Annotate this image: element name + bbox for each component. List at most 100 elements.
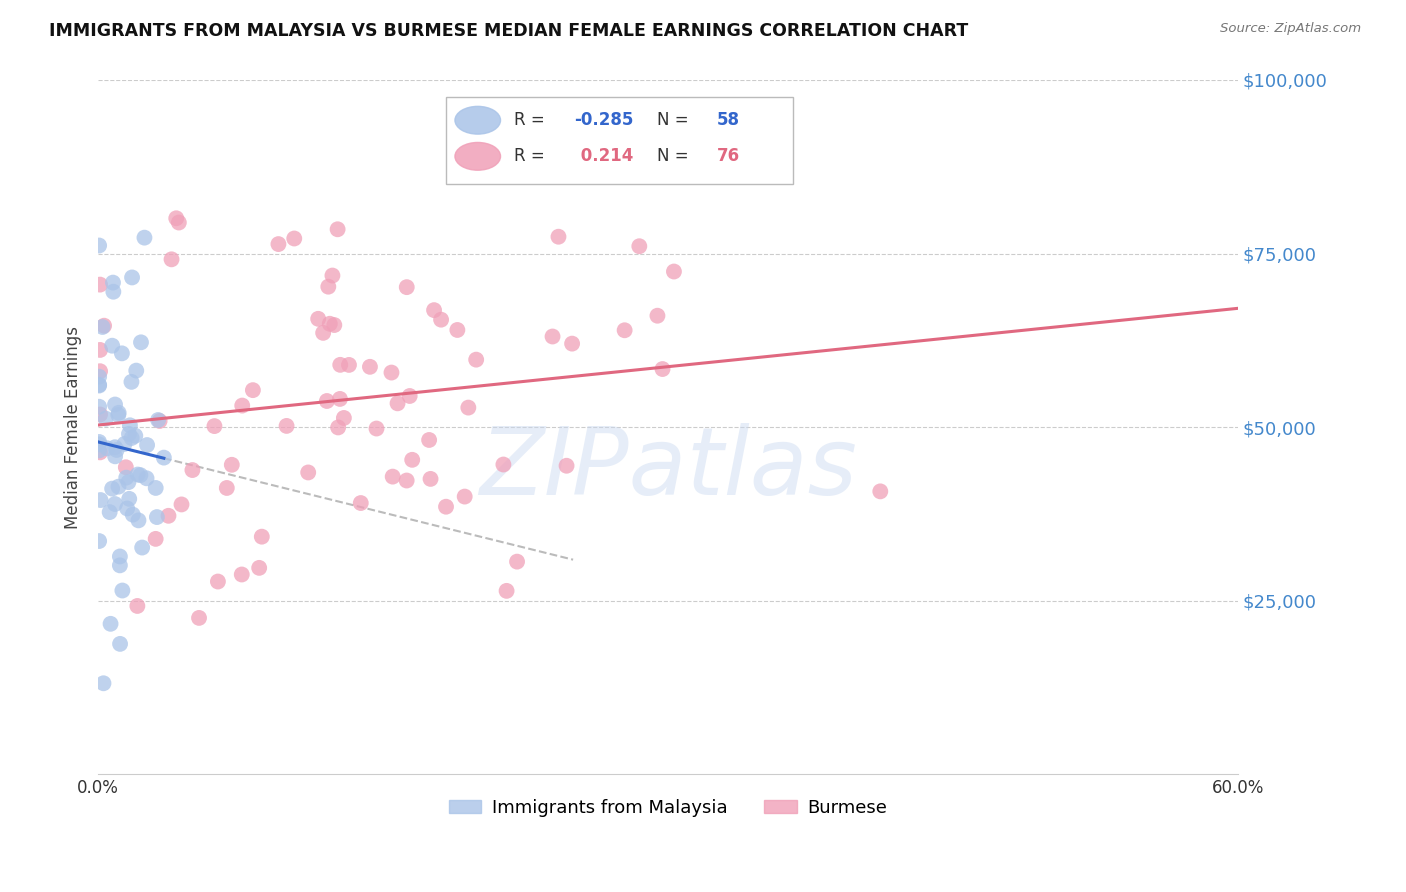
Circle shape (456, 143, 501, 170)
Point (129, 335, 152, 350)
Point (662, 264, 685, 278)
Point (446, 323, 468, 337)
Point (124, 429, 146, 443)
Legend: Immigrants from Malaysia, Burmese: Immigrants from Malaysia, Burmese (441, 792, 894, 824)
Point (418, 433, 440, 447)
Point (107, 480, 129, 494)
Point (250, 530, 273, 544)
Point (283, 231, 305, 245)
Point (869, 484, 891, 499)
Point (89, 277, 111, 292)
Point (267, 237, 290, 252)
Point (380, 366, 402, 380)
Point (170, 498, 193, 512)
Point (297, 466, 319, 480)
Text: IMMIGRANTS FROM MALAYSIA VS BURMESE MEDIAN FEMALE EARNINGS CORRELATION CHART: IMMIGRANTS FROM MALAYSIA VS BURMESE MEDI… (49, 22, 969, 40)
Point (165, 211, 187, 226)
Point (89, 434, 111, 449)
Text: 76: 76 (717, 147, 740, 165)
Point (315, 394, 337, 409)
Point (121, 270, 143, 285)
Point (541, 329, 564, 343)
Point (506, 555, 529, 569)
Point (90, 493, 112, 508)
Point (395, 474, 418, 488)
Point (145, 481, 167, 495)
Point (188, 611, 211, 625)
Point (135, 471, 157, 485)
Point (89, 377, 111, 392)
Point (146, 413, 169, 427)
Point (167, 215, 190, 229)
Point (146, 510, 169, 524)
Circle shape (456, 106, 501, 134)
Point (319, 317, 342, 331)
Point (89, 364, 111, 378)
Text: 0.214: 0.214 (575, 147, 633, 165)
Point (381, 469, 404, 483)
Point (89, 369, 111, 384)
Point (127, 599, 149, 613)
Point (93, 318, 115, 333)
Point (276, 418, 298, 433)
Point (108, 558, 131, 573)
Text: N =: N = (657, 147, 689, 165)
Point (94, 411, 117, 425)
Point (153, 450, 176, 465)
Point (457, 401, 479, 415)
Point (117, 475, 139, 490)
Point (359, 359, 381, 374)
Point (628, 239, 651, 253)
Point (91, 320, 114, 334)
Point (430, 312, 453, 326)
Point (101, 482, 124, 496)
Point (103, 285, 125, 299)
Point (387, 396, 409, 410)
Point (100, 616, 122, 631)
Point (118, 491, 141, 506)
Point (89, 445, 111, 459)
Text: 58: 58 (717, 112, 740, 129)
Point (111, 583, 134, 598)
Point (647, 309, 669, 323)
Point (547, 229, 569, 244)
Point (321, 268, 343, 283)
Point (401, 452, 423, 467)
Point (105, 442, 128, 457)
Point (318, 279, 340, 293)
Point (395, 280, 418, 294)
Point (492, 458, 515, 472)
Point (231, 399, 253, 413)
Point (454, 490, 477, 504)
Point (104, 440, 127, 454)
Point (495, 583, 517, 598)
Point (118, 426, 141, 441)
Point (118, 418, 141, 433)
Point (434, 500, 457, 514)
Point (101, 339, 124, 353)
Point (96, 442, 118, 456)
Point (121, 508, 143, 522)
Point (114, 437, 136, 451)
Point (329, 392, 352, 406)
Point (231, 567, 253, 582)
Point (149, 414, 172, 428)
Point (107, 408, 129, 422)
Point (134, 230, 156, 244)
Point (98, 505, 121, 519)
Point (366, 421, 388, 435)
Point (307, 311, 329, 326)
Text: R =: R = (515, 112, 546, 129)
Point (89, 437, 111, 451)
Point (326, 420, 349, 434)
Point (419, 472, 441, 486)
Point (104, 450, 127, 464)
Text: -0.285: -0.285 (575, 112, 634, 129)
Point (89, 400, 111, 414)
Point (104, 397, 127, 411)
Point (101, 276, 124, 290)
Point (114, 460, 136, 475)
Point (125, 363, 148, 377)
Point (89, 534, 111, 549)
Point (561, 336, 583, 351)
